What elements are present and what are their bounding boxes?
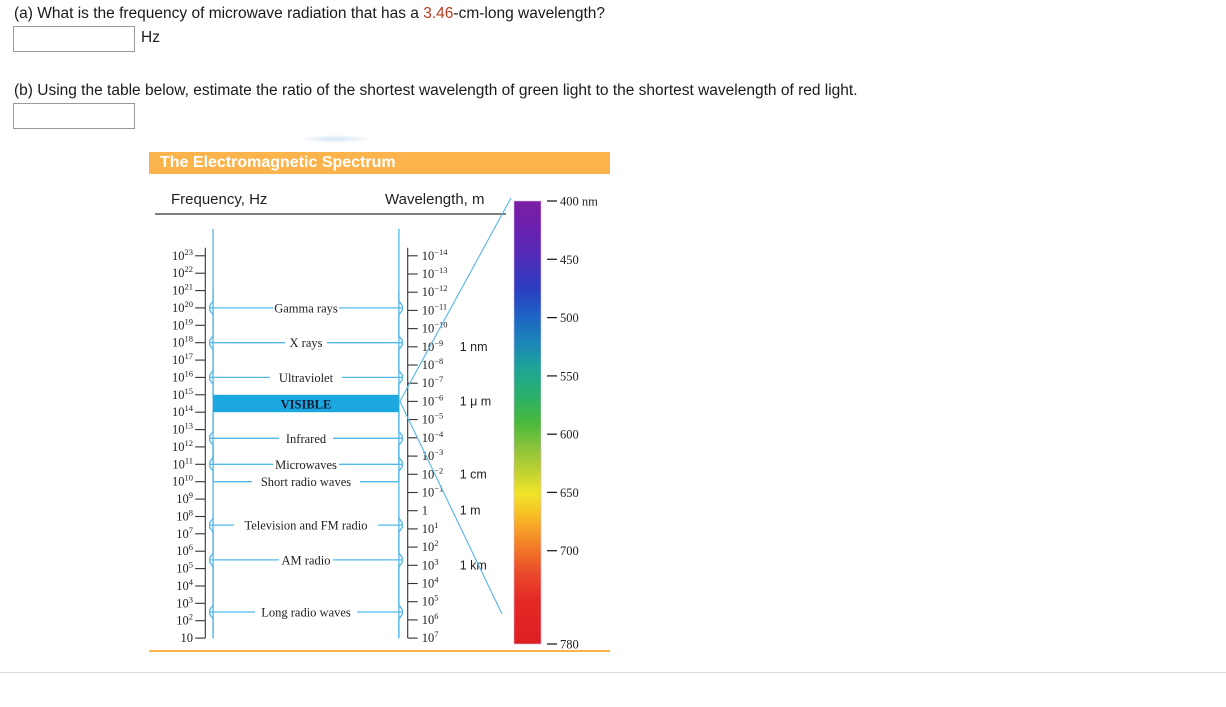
svg-text:104: 104 xyxy=(422,575,440,591)
svg-text:650: 650 xyxy=(560,486,579,500)
svg-text:Frequency, Hz: Frequency, Hz xyxy=(171,191,267,208)
svg-text:1015: 1015 xyxy=(172,386,193,402)
svg-text:1020: 1020 xyxy=(172,299,193,315)
svg-text:1014: 1014 xyxy=(172,403,194,419)
svg-text:1: 1 xyxy=(422,504,428,518)
svg-text:10−14: 10−14 xyxy=(422,247,449,263)
svg-text:107: 107 xyxy=(422,629,439,645)
svg-text:107: 107 xyxy=(176,525,193,541)
svg-text:1021: 1021 xyxy=(172,282,193,298)
svg-text:103: 103 xyxy=(422,556,439,572)
svg-text:10: 10 xyxy=(181,631,194,645)
svg-text:10−6: 10−6 xyxy=(422,392,444,408)
svg-text:105: 105 xyxy=(422,593,439,609)
svg-text:10−11: 10−11 xyxy=(422,301,447,317)
svg-text:1023: 1023 xyxy=(172,247,193,263)
svg-text:Television and FM radio: Television and FM radio xyxy=(244,519,367,533)
svg-text:109: 109 xyxy=(176,490,193,506)
svg-text:10−7: 10−7 xyxy=(422,374,444,390)
svg-text:108: 108 xyxy=(176,508,193,524)
svg-text:10−5: 10−5 xyxy=(422,411,444,427)
svg-text:102: 102 xyxy=(176,612,193,628)
svg-text:1 cm: 1 cm xyxy=(460,467,487,481)
svg-text:1018: 1018 xyxy=(172,334,193,350)
svg-text:Ultraviolet: Ultraviolet xyxy=(279,371,334,385)
svg-text:VISIBLE: VISIBLE xyxy=(281,398,332,412)
svg-text:1012: 1012 xyxy=(172,438,193,454)
svg-text:1010: 1010 xyxy=(172,473,193,489)
svg-text:550: 550 xyxy=(560,369,579,383)
svg-text:106: 106 xyxy=(176,542,193,558)
svg-text:Infrared: Infrared xyxy=(286,432,327,446)
svg-text:500: 500 xyxy=(560,311,579,325)
svg-text:10−4: 10−4 xyxy=(422,429,444,445)
svg-text:10−12: 10−12 xyxy=(422,283,448,299)
svg-text:1 nm: 1 nm xyxy=(460,340,488,354)
svg-text:1019: 1019 xyxy=(172,316,193,332)
svg-text:1022: 1022 xyxy=(172,264,193,280)
svg-text:10−2: 10−2 xyxy=(422,465,444,481)
svg-text:102: 102 xyxy=(422,538,439,554)
svg-text:X rays: X rays xyxy=(290,336,323,350)
svg-text:10−8: 10−8 xyxy=(422,356,444,372)
svg-text:105: 105 xyxy=(176,560,193,576)
svg-text:400 nm: 400 nm xyxy=(560,195,598,209)
svg-text:10−3: 10−3 xyxy=(422,447,444,463)
svg-text:1 km: 1 km xyxy=(460,558,487,572)
svg-text:101: 101 xyxy=(422,520,439,536)
svg-text:450: 450 xyxy=(560,253,579,267)
svg-text:Gamma rays: Gamma rays xyxy=(274,301,338,315)
svg-text:106: 106 xyxy=(422,611,439,627)
svg-text:1 m: 1 m xyxy=(460,504,481,518)
svg-text:1017: 1017 xyxy=(172,351,193,367)
svg-text:600: 600 xyxy=(560,428,579,442)
svg-text:1 μ m: 1 μ m xyxy=(460,394,492,408)
svg-text:1013: 1013 xyxy=(172,421,193,437)
svg-text:103: 103 xyxy=(176,594,193,610)
svg-text:Microwaves: Microwaves xyxy=(275,458,337,472)
svg-text:AM radio: AM radio xyxy=(282,553,331,567)
svg-text:1011: 1011 xyxy=(172,455,193,471)
svg-text:Long radio waves: Long radio waves xyxy=(261,606,351,620)
svg-text:Wavelength, m: Wavelength, m xyxy=(385,191,485,208)
svg-text:10−13: 10−13 xyxy=(422,265,448,281)
svg-text:700: 700 xyxy=(560,544,579,558)
svg-text:Short radio waves: Short radio waves xyxy=(261,475,351,489)
svg-text:1016: 1016 xyxy=(172,368,193,384)
svg-text:10−9: 10−9 xyxy=(422,338,444,354)
svg-text:104: 104 xyxy=(176,577,194,593)
